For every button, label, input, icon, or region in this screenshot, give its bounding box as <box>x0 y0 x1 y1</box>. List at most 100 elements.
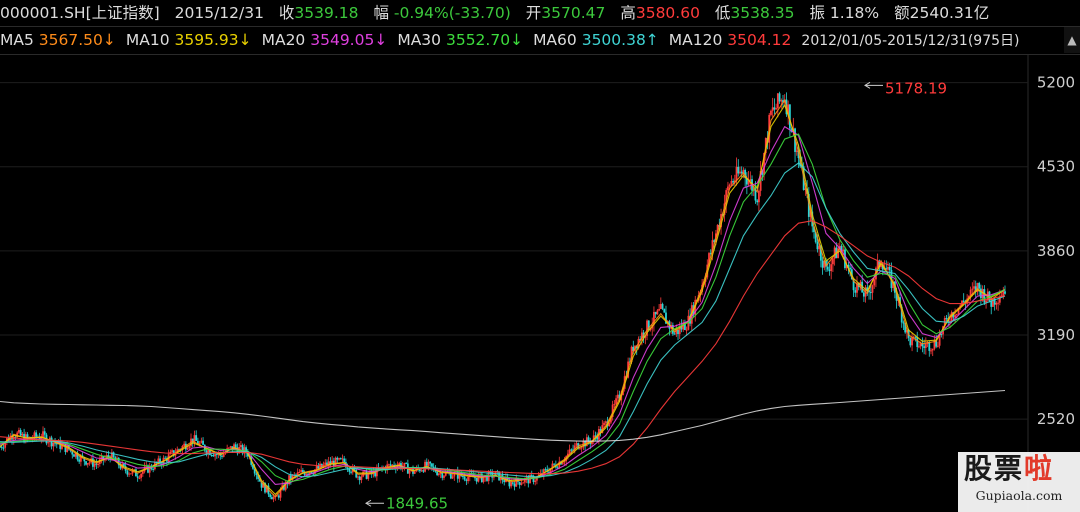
candle-body <box>198 442 201 445</box>
candle-body <box>138 477 141 479</box>
candle-body <box>388 464 390 466</box>
candle-body <box>708 253 710 265</box>
candle-body <box>832 258 834 265</box>
y-tick-label: 3860 <box>1037 242 1075 260</box>
candle-body <box>193 435 196 443</box>
candle-body <box>136 476 139 478</box>
candle-body <box>838 245 841 249</box>
candle-body <box>52 442 55 447</box>
candle-body <box>548 471 550 473</box>
candle-body <box>615 398 617 404</box>
candle-body <box>40 437 43 439</box>
candle-body <box>871 285 874 293</box>
candle-body <box>307 473 309 475</box>
candle-body <box>391 464 394 466</box>
candle-body <box>425 461 428 466</box>
y-tick-label: 4530 <box>1037 158 1075 176</box>
candle-body <box>289 475 292 481</box>
triangle-up-icon[interactable]: ▲ <box>1064 27 1080 53</box>
y-axis-ticks: 5200 4530 3860 3190 2520 <box>1037 74 1075 428</box>
candle-body <box>816 242 819 250</box>
candle-body <box>761 170 764 175</box>
candle-body <box>594 435 597 437</box>
candle-body <box>420 470 423 472</box>
candle-body <box>918 346 920 348</box>
candle-body <box>680 326 683 330</box>
candle-body <box>837 248 839 259</box>
candle-body <box>950 312 953 322</box>
candle-body <box>740 171 743 174</box>
candle-body <box>949 321 951 323</box>
candle-body <box>604 421 607 423</box>
candle-body <box>921 343 924 347</box>
candle-body <box>205 450 208 454</box>
candle-body <box>350 471 352 473</box>
candle-body <box>341 458 344 460</box>
candle-body <box>570 449 573 451</box>
candle-body <box>398 463 401 466</box>
candle-body <box>431 463 433 467</box>
candle-body <box>678 326 681 335</box>
candle-body <box>684 322 686 331</box>
candle-body <box>713 240 716 242</box>
candle-body <box>930 350 932 352</box>
ma-value: 3500.38↑ <box>581 31 659 49</box>
annotations: 5178.19 1849.65 <box>365 79 947 512</box>
candle-body <box>647 320 650 331</box>
candle-body <box>727 186 729 191</box>
candle-body <box>711 240 714 254</box>
candle-body <box>508 479 511 487</box>
candle-body <box>148 465 151 473</box>
candle-body <box>530 474 533 476</box>
candle-body <box>828 269 831 272</box>
candle-body <box>900 306 903 323</box>
candle-body <box>338 458 340 460</box>
candle-body <box>945 318 948 320</box>
candle-body <box>123 463 125 467</box>
candle-body <box>911 337 913 346</box>
candle-body <box>649 328 652 331</box>
ma-value: 3549.05↓ <box>310 31 388 49</box>
header-divider <box>0 26 1080 27</box>
candle-body <box>35 432 38 437</box>
candle-body <box>92 458 94 467</box>
candle-body <box>985 300 987 303</box>
candle-body <box>954 315 956 318</box>
candle-body <box>661 303 664 309</box>
watermark-logo: 股票啦 Gupiaola.com <box>958 452 1080 512</box>
candle-body <box>1002 291 1005 296</box>
candle-body <box>71 450 74 455</box>
symbol-name[interactable]: 000001.SH[上证指数] <box>0 4 160 22</box>
candle-body <box>164 457 167 459</box>
candle-body <box>171 450 173 452</box>
amount-value: 2540.31亿 <box>909 4 990 22</box>
candle-body <box>365 470 368 479</box>
candle-body <box>100 456 103 460</box>
candle-body <box>279 489 282 498</box>
grid <box>0 82 1028 420</box>
candle-body <box>980 288 982 299</box>
candle-body <box>358 476 361 481</box>
candle-body <box>909 337 912 346</box>
candle-body <box>709 253 712 255</box>
candle-body <box>258 478 261 482</box>
ma-item-ma20: MA20 3549.05↓ <box>262 31 388 49</box>
candle-body <box>754 187 757 201</box>
candle-body <box>699 291 702 295</box>
ma-item-ma120: MA120 3504.12 <box>669 31 792 49</box>
kline-chart[interactable]: 5200 4530 3860 3190 2520 5178.19 1849.65 <box>0 55 1080 512</box>
ma-label: MA30 <box>397 31 446 49</box>
candle-body <box>895 292 898 301</box>
candle-body <box>790 128 793 132</box>
ma-indicator-bar: MA5 3567.50↓ MA10 3595.93↓ MA20 3549.05↓ MA… <box>0 27 1080 53</box>
candle-body <box>367 473 370 479</box>
candle-body <box>465 479 468 482</box>
candle-body <box>525 477 528 479</box>
ma-line-ma20 <box>0 125 1006 485</box>
candle-body <box>685 329 688 331</box>
candle-body <box>444 472 447 476</box>
candle-body <box>112 452 115 458</box>
y-tick-label: 3190 <box>1037 326 1075 344</box>
candle-body <box>74 452 77 457</box>
ma-value: 3504.12 <box>727 31 792 49</box>
